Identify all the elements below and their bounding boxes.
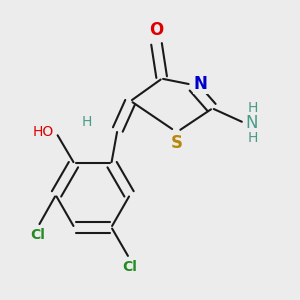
- Text: O: O: [149, 20, 163, 38]
- Text: Cl: Cl: [30, 228, 45, 242]
- Text: H: H: [82, 116, 92, 129]
- Text: N: N: [245, 114, 258, 132]
- Text: Cl: Cl: [122, 260, 137, 274]
- Text: N: N: [194, 75, 208, 93]
- Text: S: S: [171, 134, 183, 152]
- Text: HO: HO: [33, 124, 54, 139]
- Text: H: H: [248, 131, 259, 145]
- Text: H: H: [248, 101, 259, 116]
